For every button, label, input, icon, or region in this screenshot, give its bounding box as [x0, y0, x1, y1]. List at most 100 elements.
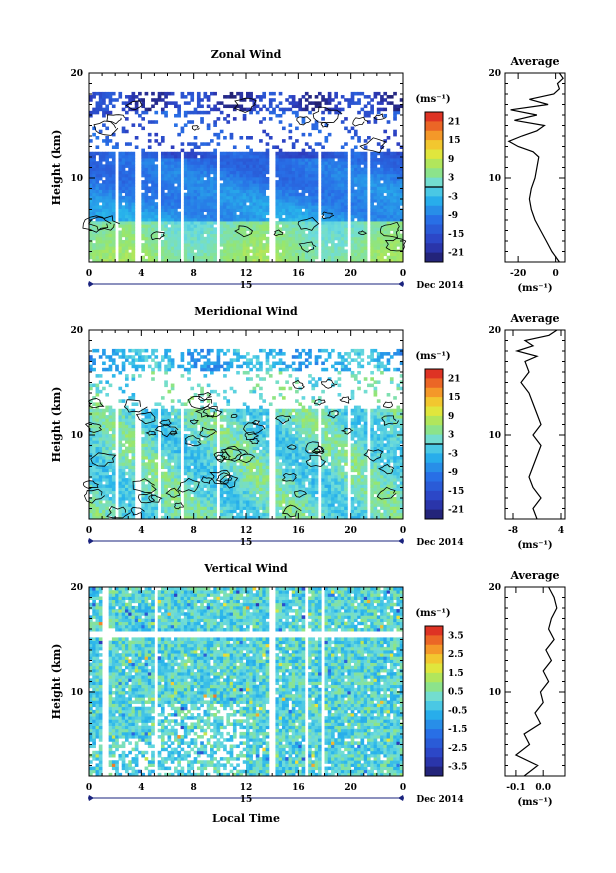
heatmap-cell	[334, 227, 338, 231]
heatmap-cell	[121, 361, 126, 366]
heatmap-cell	[167, 246, 172, 250]
heatmap-cell	[383, 246, 388, 250]
heatmap-cell	[144, 249, 149, 253]
heatmap-cell	[314, 101, 319, 105]
heatmap-cell	[128, 500, 132, 504]
heatmap-cell	[350, 161, 355, 165]
heatmap-cell	[285, 164, 289, 168]
heatmap-cell	[344, 221, 348, 225]
heatmap-cell	[95, 164, 100, 168]
heatmap-cell	[353, 154, 358, 159]
heatmap-cell	[278, 107, 283, 112]
heatmap-cell	[268, 98, 273, 102]
heatmap-cell	[206, 227, 211, 231]
heatmap-cell	[334, 173, 338, 178]
heatmap-cell	[308, 95, 312, 99]
heatmap-cell	[124, 509, 129, 514]
heatmap-cell	[174, 189, 178, 194]
heatmap-cell	[177, 239, 181, 244]
heatmap-cell	[193, 176, 198, 181]
heatmap-cell	[376, 186, 381, 190]
heatmap-cell	[249, 233, 253, 238]
heatmap-cell	[357, 158, 361, 162]
heatmap-cell	[298, 236, 302, 241]
heatmap-cell	[376, 211, 381, 216]
heatmap-cell	[210, 433, 214, 438]
contour-line	[234, 225, 254, 238]
heatmap-cell	[304, 211, 309, 216]
heatmap-cell	[331, 161, 335, 165]
heatmap-cell	[144, 503, 149, 507]
heatmap-cell	[102, 139, 106, 143]
heatmap-cell	[160, 456, 165, 460]
heatmap-cell	[111, 158, 116, 162]
heatmap-cell	[373, 236, 378, 241]
heatmap-cell	[399, 145, 404, 149]
heatmap-cell	[89, 484, 93, 488]
heatmap-cell	[154, 506, 159, 510]
heatmap-cell	[206, 183, 211, 187]
heatmap-cell	[357, 246, 361, 250]
heatmap-cell	[357, 180, 361, 184]
heatmap-cell	[95, 145, 100, 149]
heatmap-cell	[252, 233, 257, 238]
heatmap-cell	[210, 192, 214, 197]
heatmap-cell	[193, 415, 198, 419]
heatmap-cell	[324, 233, 329, 238]
heatmap-cell	[154, 446, 159, 451]
heatmap-cell	[219, 129, 224, 134]
heatmap-cell	[167, 208, 172, 212]
heatmap-cell	[141, 367, 145, 372]
heatmap-cell	[246, 167, 250, 172]
heatmap-cell	[193, 186, 198, 190]
heatmap-cell	[183, 402, 188, 406]
heatmap-cell	[213, 208, 217, 212]
heatmap-cell	[226, 246, 231, 250]
heatmap-cell	[203, 189, 208, 194]
heatmap-cell	[174, 227, 178, 231]
heatmap-cell	[219, 364, 224, 369]
heatmap-cell	[111, 437, 116, 441]
heatmap-cell	[324, 170, 329, 175]
heatmap-cell	[363, 258, 368, 263]
heatmap-cell	[187, 427, 191, 432]
heatmap-cell	[304, 246, 309, 250]
heatmap-cell	[200, 195, 204, 200]
heatmap-cell	[174, 478, 178, 482]
heatmap-cell	[177, 430, 181, 435]
heatmap-cell	[295, 211, 299, 216]
heatmap-cell	[262, 189, 267, 194]
heatmap-cell	[255, 186, 260, 190]
heatmap-cell	[164, 408, 168, 413]
heatmap-cell	[203, 452, 208, 457]
heatmap-cell	[95, 348, 100, 353]
heatmap-cell	[134, 348, 139, 353]
heatmap-cell	[203, 214, 208, 219]
heatmap-cell	[311, 199, 316, 203]
heatmap-cell	[223, 487, 227, 492]
heatmap-cell	[340, 120, 345, 124]
heatmap-cell	[213, 411, 217, 416]
heatmap-cell	[174, 471, 178, 476]
heatmap-cell	[151, 408, 155, 413]
heatmap-cell	[386, 239, 391, 244]
heatmap-cell	[141, 430, 145, 435]
heatmap-cell	[154, 490, 159, 495]
heatmap-cell	[288, 173, 293, 178]
heatmap-cell	[357, 202, 361, 206]
heatmap-cell	[380, 211, 384, 216]
heatmap-cell	[111, 249, 116, 253]
heatmap-cell	[154, 139, 159, 143]
heatmap-cell	[327, 217, 332, 222]
heatmap-cell	[92, 167, 96, 172]
heatmap-cell	[246, 214, 250, 219]
heatmap-cell	[262, 129, 267, 134]
heatmap-cell	[154, 452, 159, 457]
heatmap-cell	[200, 411, 204, 416]
heatmap-cell	[131, 123, 136, 127]
heatmap-cell	[314, 202, 319, 206]
heatmap-cell	[141, 183, 145, 187]
heatmap-cell	[236, 186, 240, 190]
heatmap-cell	[210, 487, 214, 492]
heatmap-cell	[210, 506, 214, 510]
